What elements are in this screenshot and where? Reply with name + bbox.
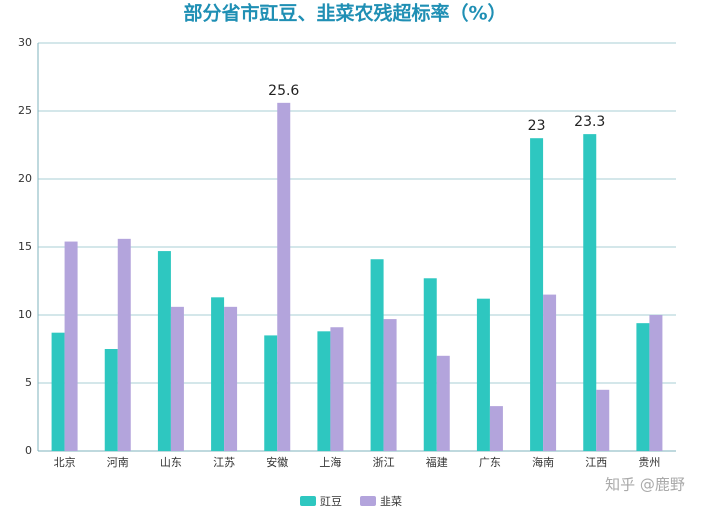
y-tick-label: 15 bbox=[18, 240, 32, 253]
bar bbox=[370, 259, 384, 451]
x-tick-label: 海南 bbox=[532, 455, 554, 469]
bar bbox=[543, 294, 557, 451]
bar bbox=[530, 138, 544, 451]
x-tick-label: 山东 bbox=[160, 456, 182, 469]
legend-swatch bbox=[300, 496, 316, 506]
bar bbox=[583, 134, 597, 451]
watermark: 知乎 @鹿野 bbox=[605, 476, 685, 494]
x-tick-label: 河南 bbox=[107, 456, 129, 469]
x-tick-label: 北京 bbox=[54, 455, 76, 469]
bar bbox=[330, 327, 344, 451]
x-tick-label: 江苏 bbox=[213, 456, 235, 469]
legend-swatch bbox=[360, 496, 376, 506]
bar bbox=[117, 238, 131, 451]
bar bbox=[636, 323, 650, 451]
y-tick-label: 20 bbox=[18, 172, 32, 185]
bar bbox=[64, 241, 78, 451]
x-tick-label: 福建 bbox=[426, 455, 448, 469]
x-tick-label: 广东 bbox=[479, 456, 501, 469]
x-tick-label: 浙江 bbox=[373, 456, 395, 469]
bar bbox=[170, 306, 184, 451]
bar bbox=[104, 349, 118, 451]
bar bbox=[423, 278, 437, 451]
bar bbox=[317, 331, 331, 451]
data-label: 25.6 bbox=[268, 83, 299, 99]
bar bbox=[264, 335, 278, 451]
data-label: 23 bbox=[528, 118, 546, 134]
y-tick-label: 5 bbox=[25, 376, 32, 389]
y-tick-label: 10 bbox=[18, 308, 32, 321]
bar bbox=[649, 315, 663, 451]
bar bbox=[436, 355, 450, 451]
x-tick-label: 上海 bbox=[319, 455, 341, 469]
bar bbox=[157, 251, 171, 451]
bar bbox=[596, 389, 610, 451]
x-tick-label: 贵州 bbox=[638, 456, 660, 469]
data-label: 23.3 bbox=[574, 114, 605, 130]
legend-label: 豇豆 bbox=[320, 495, 342, 508]
bar bbox=[489, 406, 503, 451]
bar bbox=[211, 297, 225, 451]
bar bbox=[476, 298, 490, 451]
legend-label: 韭菜 bbox=[380, 495, 402, 508]
chart-title: 部分省市豇豆、韭菜农残超标率（%） bbox=[183, 2, 506, 25]
y-tick-label: 25 bbox=[18, 104, 32, 117]
bar bbox=[224, 306, 238, 451]
bar bbox=[51, 332, 65, 451]
x-tick-label: 江西 bbox=[585, 456, 607, 469]
y-tick-label: 30 bbox=[18, 36, 32, 49]
bar bbox=[277, 102, 291, 451]
bar bbox=[383, 319, 397, 451]
x-tick-label: 安徽 bbox=[266, 455, 288, 469]
y-tick-label: 0 bbox=[25, 444, 32, 457]
